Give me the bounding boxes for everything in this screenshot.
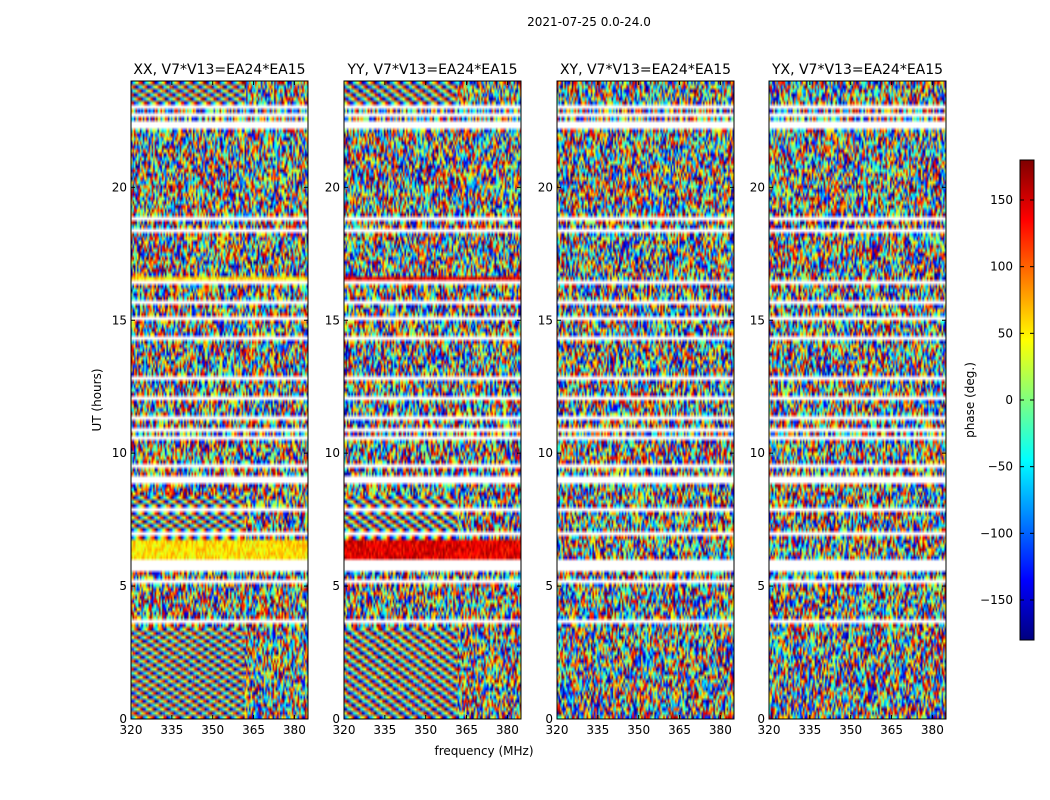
y-tick-label: 10 (112, 446, 127, 460)
y-tick-label: 0 (757, 712, 765, 726)
x-tick-label: 335 (798, 723, 821, 737)
x-tick-label: 365 (880, 723, 903, 737)
y-tick-label: 5 (757, 579, 765, 593)
x-tick-label: 350 (839, 723, 862, 737)
colorbar-tick-label: 100 (990, 260, 1013, 274)
x-tick-label: 380 (496, 723, 519, 737)
colorbar-tick-label: −150 (980, 593, 1013, 607)
x-tick-label: 380 (921, 723, 944, 737)
y-tick-label: 20 (750, 180, 765, 194)
panels: XX, V7*V13=EA24*EA15 320 335 350 365 380 0 5 10 1… (112, 62, 947, 737)
colorbar-tick-label: 50 (998, 326, 1013, 340)
plot-frame (556, 80, 735, 720)
panel-0: XX, V7*V13=EA24*EA15 320 335 350 365 380 0 5 10 1… (112, 62, 309, 737)
x-tick-label: 320 (546, 723, 569, 737)
plot-frame (343, 80, 522, 720)
x-tick-label: 335 (586, 723, 609, 737)
y-tick-label: 10 (325, 446, 340, 460)
colorbar-tick-label: −100 (980, 526, 1013, 540)
y-tick-label: 5 (332, 579, 340, 593)
heatmap-image (557, 81, 734, 719)
x-tick-label: 320 (120, 723, 143, 737)
y-tick-label: 15 (538, 313, 553, 327)
y-tick-label: 10 (750, 446, 765, 460)
colorbar: 150 100 50 0 −50 −100 −150 phase (deg.) (963, 159, 1035, 641)
x-tick-label: 320 (333, 723, 356, 737)
panel-1: YY, V7*V13=EA24*EA15 320 335 350 365 380 0 5 10 1… (325, 62, 522, 737)
y-axis-label: UT (hours) (90, 368, 104, 431)
x-tick-label: 335 (373, 723, 396, 737)
y-tick-label: 15 (325, 313, 340, 327)
y-tick-label: 20 (112, 180, 127, 194)
colorbar-tick-label: 0 (1005, 393, 1013, 407)
x-tick-label: 350 (414, 723, 437, 737)
plot-frame (130, 80, 309, 720)
heatmap-image (344, 81, 521, 719)
y-tick-label: 0 (332, 712, 340, 726)
x-axis-label: frequency (MHz) (434, 744, 533, 758)
colorbar-label: phase (deg.) (963, 362, 977, 438)
colorbar-tick-label: −50 (988, 460, 1013, 474)
x-tick-label: 380 (283, 723, 306, 737)
panel-2: XY, V7*V13=EA24*EA15 320 335 350 365 380 0 5 10 1… (538, 62, 735, 737)
y-tick-label: 0 (545, 712, 553, 726)
panel-3: YX, V7*V13=EA24*EA15 320 335 350 365 380 0 5 10 1… (750, 62, 947, 737)
y-tick-label: 20 (325, 180, 340, 194)
y-tick-label: 10 (538, 446, 553, 460)
colorbar-ticks: 150 100 50 0 −50 −100 −150 (980, 193, 1034, 607)
heatmap-image (769, 81, 946, 719)
y-tick-label: 20 (538, 180, 553, 194)
figure-title: 2021-07-25 0.0-24.0 (527, 15, 651, 29)
panel-title: YY, V7*V13=EA24*EA15 (346, 62, 517, 78)
y-tick-label: 0 (119, 712, 127, 726)
x-tick-label: 380 (709, 723, 732, 737)
x-tick-label: 350 (201, 723, 224, 737)
y-tick-label: 5 (119, 579, 127, 593)
y-tick-label: 15 (112, 313, 127, 327)
x-tick-label: 350 (627, 723, 650, 737)
heatmap-image (131, 81, 308, 719)
colorbar-tick-label: 150 (990, 193, 1013, 207)
x-tick-label: 320 (758, 723, 781, 737)
panel-title: XX, V7*V13=EA24*EA15 (133, 62, 305, 78)
x-tick-label: 335 (160, 723, 183, 737)
x-tick-label: 365 (668, 723, 691, 737)
x-tick-label: 365 (455, 723, 478, 737)
x-tick-label: 365 (242, 723, 265, 737)
plot-frame (768, 80, 947, 720)
y-tick-label: 15 (750, 313, 765, 327)
panel-title: XY, V7*V13=EA24*EA15 (560, 62, 731, 78)
panel-title: YX, V7*V13=EA24*EA15 (771, 62, 943, 78)
y-tick-label: 5 (545, 579, 553, 593)
